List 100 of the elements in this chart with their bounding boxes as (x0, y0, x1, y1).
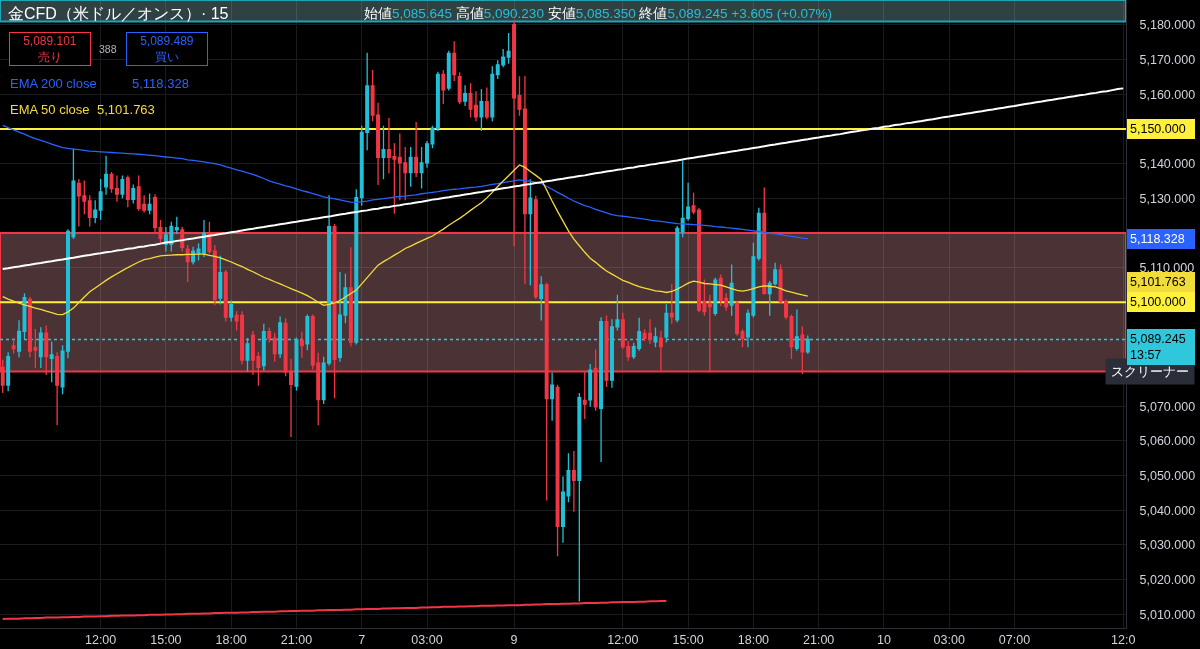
candlestick (174, 216, 179, 234)
candlestick (180, 227, 185, 252)
candlestick (294, 337, 299, 391)
candlestick (299, 331, 304, 358)
y-tick-label: 5,010.000 (1139, 607, 1196, 622)
annotation: 5,101.763 (97, 102, 155, 117)
x-tick-label: 15:00 (150, 633, 182, 647)
candlestick (490, 66, 495, 122)
candlestick (446, 50, 451, 91)
candlestick (212, 245, 217, 306)
x-tick-label: 12:00 (607, 633, 639, 647)
ref-line-label: 5,100.000 (1130, 295, 1186, 309)
y-tick-label: 5,110.000 (1139, 260, 1195, 275)
candlestick (452, 41, 457, 82)
candlestick (223, 270, 228, 322)
candlestick (479, 89, 484, 131)
candlestick (354, 189, 359, 345)
y-tick-label: 5,160.000 (1139, 87, 1196, 102)
candlestick (599, 317, 604, 462)
annotation: 388 (99, 43, 117, 55)
candlestick (11, 337, 16, 354)
annotation: スクリーナー (1111, 364, 1189, 379)
candlestick (593, 349, 598, 411)
candlestick (729, 264, 734, 316)
candlestick (6, 352, 11, 392)
candlestick (414, 122, 419, 178)
candlestick (120, 175, 125, 199)
candlestick (114, 175, 119, 202)
candlestick (267, 327, 272, 343)
candlestick (555, 384, 560, 557)
y-tick-label: 5,060.000 (1139, 434, 1196, 449)
candlestick (544, 282, 549, 501)
candlestick (332, 223, 337, 399)
line-series (2, 124, 809, 240)
candlestick (408, 146, 413, 187)
annotation: 5,118.328 (132, 76, 189, 91)
candlestick (435, 71, 440, 131)
y-tick-label: 5,170.000 (1139, 52, 1196, 67)
candlestick (484, 87, 489, 120)
x-tick-label: 21:00 (280, 633, 313, 647)
candlestick (506, 32, 511, 64)
candlestick (98, 178, 103, 220)
candlestick (517, 76, 522, 116)
candlestick (571, 450, 576, 512)
candlestick (147, 193, 152, 215)
x-tick-label: 21:00 (803, 633, 835, 647)
y-tick-label: 5,140.000 (1139, 156, 1196, 171)
candlestick (104, 155, 109, 195)
candlestick (463, 85, 468, 107)
candlestick (762, 187, 767, 295)
candlestick (550, 372, 555, 421)
y-tick-label: 5,050.000 (1139, 468, 1196, 483)
annotation: 5,089.101 売り (23, 34, 77, 64)
candlestick (588, 363, 593, 407)
candlestick (539, 276, 544, 321)
candlestick (44, 325, 49, 375)
candlestick (229, 300, 234, 322)
candlestick (735, 300, 740, 336)
candlestick (207, 221, 212, 254)
x-tick-label: 03:00 (411, 633, 443, 647)
y-tick-label: 5,040.000 (1139, 503, 1196, 518)
candlestick (441, 70, 446, 104)
candlestick (17, 320, 22, 358)
candlestick (604, 315, 609, 388)
candlestick (675, 226, 680, 323)
candlestick (457, 72, 462, 104)
text: 始値5,085.645 高値5,090.230 安値5,085.350 終値5,089.245 +3.605 (+0.07%) (364, 6, 832, 21)
candlestick (800, 326, 805, 374)
x-tick-label: 03:00 (933, 633, 965, 647)
y-tick-label: 5,070.000 (1139, 399, 1196, 414)
candlestick (522, 75, 527, 285)
candlestick (55, 352, 60, 426)
x-tick-label: 10 (876, 633, 891, 647)
candlestick (653, 327, 658, 348)
x-tick-label: 7 (358, 633, 366, 647)
y-tick-label: 5,180.000 (1139, 18, 1196, 33)
candlestick (582, 370, 587, 419)
annotation: 5,089.489 買い (140, 34, 194, 64)
text: EMA 200 close (10, 76, 97, 91)
x-tick-label: 15:00 (672, 633, 704, 647)
text: 5,101.763 (1130, 275, 1186, 289)
candlestick (87, 195, 92, 227)
x-tick-label: 07:00 (998, 633, 1031, 647)
candlestick (185, 245, 190, 283)
candlestick (191, 246, 196, 265)
candlestick (131, 184, 136, 204)
candlestick (756, 207, 761, 261)
candlestick (348, 247, 353, 347)
candlestick (381, 125, 386, 180)
x-tick-label: 18:00 (215, 633, 247, 647)
x-tick-label: 9 (510, 633, 518, 647)
ref-line-label: 5,089.245 13:57 (1130, 332, 1186, 363)
x-tick-label: 12:00 (84, 633, 117, 647)
candlestick (272, 332, 277, 362)
y-tick-label: 5,130.000 (1139, 191, 1196, 206)
y-tick-label: 5,030.000 (1139, 538, 1196, 553)
chart-title: 金CFD（米ドル／オンス）· 15 (8, 4, 229, 22)
candlestick (49, 341, 54, 383)
candlestick (577, 393, 582, 602)
line-series (2, 164, 809, 316)
